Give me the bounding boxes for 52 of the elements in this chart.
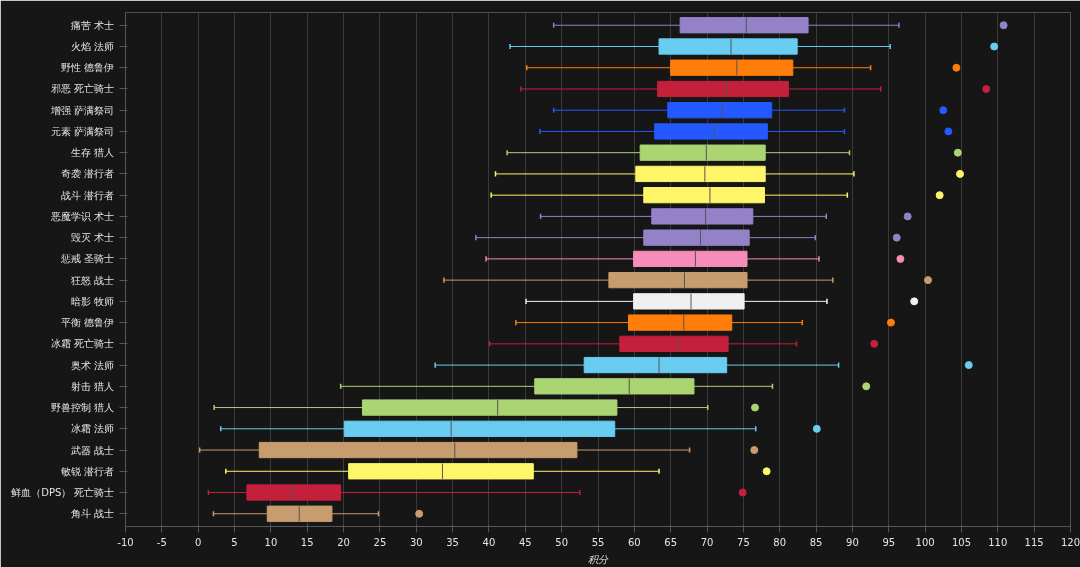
- x-tick-label: -10: [117, 536, 134, 548]
- y-tick-label: 火焰 法师: [71, 40, 115, 52]
- x-tick-label: 75: [737, 536, 750, 548]
- y-tick-label: 邪恶 死亡骑士: [51, 83, 115, 95]
- x-tick-label: 115: [1024, 536, 1044, 548]
- x-tick-label: 95: [882, 536, 896, 548]
- y-tick-label: 生存 猎人: [71, 147, 115, 159]
- x-tick-label: 15: [300, 536, 314, 548]
- x-tick-label: 50: [555, 536, 569, 548]
- x-tick-label: 70: [700, 536, 714, 548]
- x-tick-label: 60: [627, 536, 641, 548]
- y-tick-label: 惩戒 圣骑士: [60, 253, 115, 265]
- x-tick-label: 10: [264, 536, 278, 548]
- x-tick-label: 65: [664, 536, 678, 548]
- y-tick-label: 平衡 德鲁伊: [61, 317, 115, 329]
- x-tick-label: 20: [337, 536, 350, 548]
- y-tick-label: 增强 萨满祭司: [50, 104, 115, 116]
- x-tick-label: 30: [409, 536, 423, 548]
- y-tick-label: 奇袭 潜行者: [61, 168, 115, 180]
- x-tick-label: 55: [591, 536, 605, 548]
- x-tick-label: 40: [482, 536, 496, 548]
- x-tick-label: 45: [518, 536, 532, 548]
- y-tick-label: 冰霜 法师: [71, 423, 115, 435]
- x-tick-label: 35: [446, 536, 459, 548]
- y-tick-label: 痛苦 术士: [71, 19, 115, 31]
- x-tick-label: -5: [156, 536, 167, 548]
- x-tick-label: 25: [373, 536, 387, 548]
- y-tick-label: 野兽控制 猎人: [51, 402, 115, 414]
- y-tick-label: 恶魔学识 术士: [50, 210, 115, 222]
- x-tick-label: 85: [809, 536, 823, 548]
- x-tick-label: 105: [951, 536, 972, 548]
- x-axis-title: 积分: [588, 553, 609, 565]
- x-tick-label: 0: [195, 536, 202, 548]
- y-tick-label: 狂怒 战士: [71, 274, 115, 286]
- y-tick-label: 毁灭 术士: [71, 232, 115, 244]
- y-tick-label: 冰霜 死亡骑士: [51, 338, 115, 350]
- y-tick-label: 战斗 潜行者: [61, 189, 115, 201]
- y-tick-label: 鲜血（DPS） 死亡骑士: [11, 487, 115, 499]
- x-tick-label: 80: [773, 536, 787, 548]
- y-tick-label: 敏锐 潜行者: [61, 465, 115, 477]
- x-tick-label: 5: [231, 536, 238, 548]
- y-tick-label: 角斗 战士: [71, 508, 115, 520]
- y-tick-label: 武器 战士: [71, 444, 115, 456]
- x-tick-label: 100: [915, 536, 935, 548]
- y-tick-label: 奥术 法师: [71, 359, 115, 371]
- x-tick-label: 90: [846, 536, 859, 548]
- y-tick-label: 元素 萨满祭司: [51, 125, 115, 137]
- x-tick-label: 120: [1060, 536, 1080, 548]
- y-tick-label: 暗影 牧师: [71, 295, 115, 307]
- y-tick-label: 射击 猎人: [71, 380, 115, 392]
- y-tick-label: 野性 德鲁伊: [61, 62, 115, 74]
- x-tick-label: 110: [988, 536, 1008, 548]
